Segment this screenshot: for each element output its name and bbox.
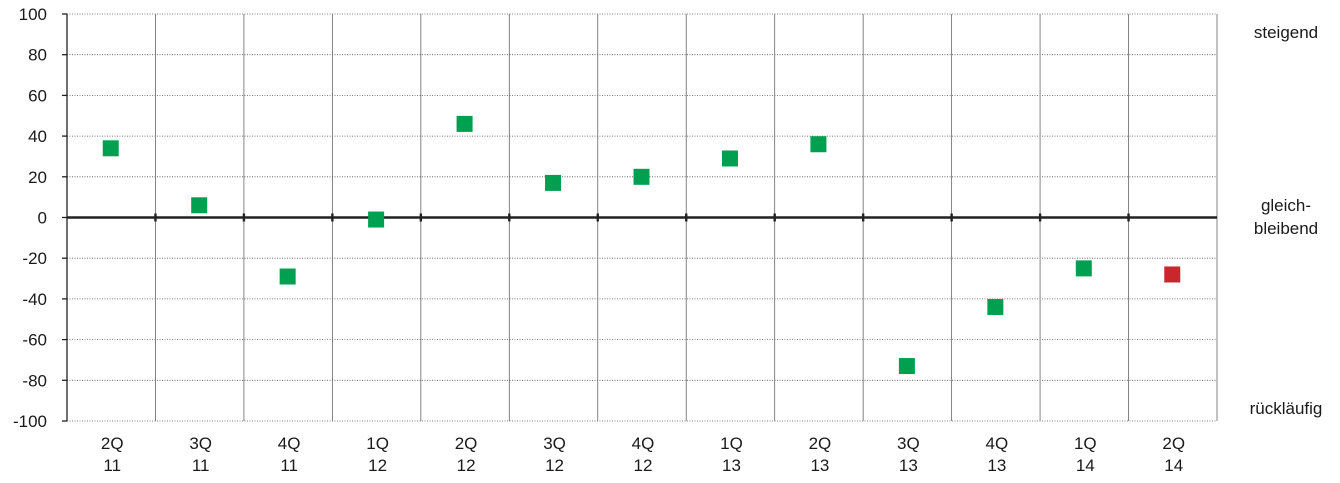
y-tick-label: 40 bbox=[28, 127, 47, 146]
x-tick-label-quarter: 1Q bbox=[720, 434, 743, 453]
x-tick-label-year: 13 bbox=[810, 456, 829, 475]
data-point bbox=[1075, 260, 1092, 277]
y-tick-label: -100 bbox=[13, 412, 47, 431]
data-point bbox=[1164, 266, 1181, 283]
x-tick-label-year: 12 bbox=[634, 456, 653, 475]
x-tick-label-quarter: 1Q bbox=[366, 434, 389, 453]
x-tick-label-quarter: 3Q bbox=[189, 434, 212, 453]
x-tick-label-quarter: 2Q bbox=[101, 434, 124, 453]
x-axis-ticks: 2Q 11 3Q 11 4Q 11 1Q 12 2Q 12 3Q 12 4Q 12 1Q 13 2Q 13 3Q 13… bbox=[101, 434, 1185, 475]
x-tick-label-year: 11 bbox=[280, 456, 298, 475]
x-tick-label-quarter: 3Q bbox=[543, 434, 566, 453]
y-tick-label: 100 bbox=[19, 5, 47, 24]
side-labels: steigend gleich- bleibend rückläufig bbox=[1250, 23, 1323, 418]
x-tick-label-year: 13 bbox=[899, 456, 918, 475]
y-tick-label: -40 bbox=[22, 290, 47, 309]
data-points bbox=[102, 115, 1181, 375]
side-label-middle-1: gleich- bbox=[1261, 196, 1311, 215]
data-point bbox=[721, 150, 738, 167]
y-tick-label: -80 bbox=[22, 371, 47, 390]
x-tick-label-year: 11 bbox=[103, 456, 121, 475]
x-tick-label-year: 14 bbox=[1164, 456, 1183, 475]
x-tick-label-year: 12 bbox=[545, 456, 564, 475]
x-tick-label-quarter: 4Q bbox=[632, 434, 655, 453]
data-point bbox=[279, 268, 296, 285]
data-point bbox=[987, 299, 1004, 316]
data-point bbox=[368, 211, 385, 228]
x-tick-label-year: 12 bbox=[368, 456, 387, 475]
y-axis-ticks: 100 80 60 40 20 0 -20 -40 -60 -80 -100 bbox=[13, 5, 67, 431]
y-tick-label: -20 bbox=[22, 249, 47, 268]
data-point bbox=[898, 358, 915, 375]
y-tick-label: -60 bbox=[22, 331, 47, 350]
side-label-top: steigend bbox=[1254, 23, 1318, 42]
x-tick-label-year: 13 bbox=[987, 456, 1006, 475]
y-tick-label: 60 bbox=[28, 86, 47, 105]
x-tick-label-year: 13 bbox=[722, 456, 741, 475]
data-point bbox=[102, 140, 119, 157]
x-tick-label-quarter: 2Q bbox=[809, 434, 832, 453]
x-tick-label-quarter: 1Q bbox=[1074, 434, 1097, 453]
x-tick-label-quarter: 4Q bbox=[986, 434, 1009, 453]
x-tick-label-year: 14 bbox=[1076, 456, 1095, 475]
data-point bbox=[191, 197, 208, 214]
x-tick-label-year: 11 bbox=[192, 456, 210, 475]
x-tick-label-quarter: 4Q bbox=[278, 434, 301, 453]
data-point bbox=[456, 115, 473, 132]
x-tick-label-year: 12 bbox=[457, 456, 476, 475]
data-point bbox=[545, 174, 562, 191]
y-tick-label: 0 bbox=[38, 209, 47, 228]
data-point bbox=[633, 168, 650, 185]
x-tick-label-quarter: 3Q bbox=[897, 434, 920, 453]
x-tick-label-quarter: 2Q bbox=[455, 434, 478, 453]
side-label-middle-2: bleibend bbox=[1254, 219, 1318, 238]
y-tick-label: 20 bbox=[28, 168, 47, 187]
y-tick-label: 80 bbox=[28, 46, 47, 65]
data-point bbox=[810, 136, 827, 153]
side-label-bottom: rückläufig bbox=[1250, 399, 1323, 418]
x-tick-label-quarter: 2Q bbox=[1162, 434, 1185, 453]
axes bbox=[66, 14, 1217, 421]
